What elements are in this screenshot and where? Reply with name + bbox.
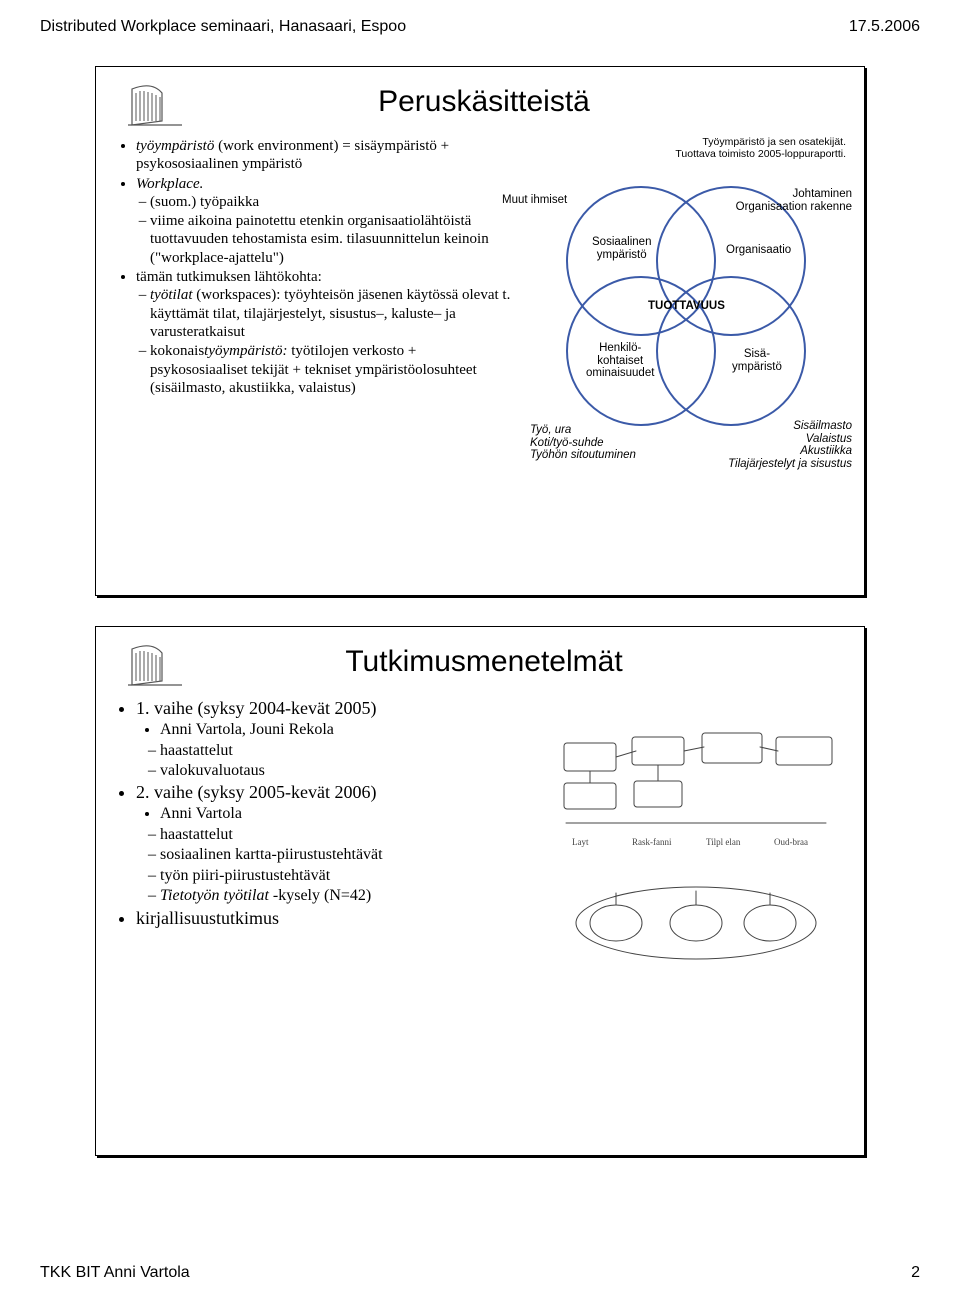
header-left: Distributed Workplace seminaari, Hanasaa… <box>40 18 406 36</box>
txt: sosiaalinen kartta-piirustustehtävät <box>160 845 516 865</box>
label: ominaisuudet <box>586 367 654 379</box>
label: ympäristö <box>597 249 647 261</box>
txt: Anni Vartola <box>160 804 516 824</box>
caption: Tuottava toimisto 2005-loppuraportti. <box>526 149 846 161</box>
footer-left: TKK BIT Anni Vartola <box>40 1264 190 1282</box>
page-footer: TKK BIT Anni Vartola 2 <box>40 1264 920 1282</box>
svg-text:Tilpl elan: Tilpl elan <box>706 837 741 847</box>
txt: työn piiri-piirustustehtävät <box>160 866 516 886</box>
slide2-title: Tutkimusmenetelmät <box>122 645 846 679</box>
txt: Workplace. <box>136 176 203 192</box>
label: ympäristö <box>732 361 782 373</box>
label: Sosiaalinen <box>592 236 651 248</box>
label: Johtaminen <box>793 188 852 200</box>
txt: Anni Vartola, Jouni Rekola <box>160 720 516 740</box>
txt: 1. vaihe (syksy 2004-kevät 2005) <box>136 698 376 718</box>
slide-1: Peruskäsitteistä työympäristö (work envi… <box>95 66 865 596</box>
label: Organisaatio <box>726 244 791 257</box>
txt: työympäristö <box>136 138 214 154</box>
label: Valaistus <box>806 433 852 445</box>
header-right: 17.5.2006 <box>849 18 920 36</box>
slide-2: Tutkimusmenetelmät 1. vaihe (syksy 2004-… <box>95 626 865 1156</box>
txt: haastattelut <box>160 825 516 845</box>
label: Työ, ura <box>530 424 571 436</box>
slide1-title: Peruskäsitteistä <box>122 85 846 119</box>
caption: Työympäristö ja sen osatekijät. <box>526 137 846 149</box>
label: Henkilö- <box>599 342 641 354</box>
txt: tämän tutkimuksen lähtökohta: <box>136 269 322 285</box>
svg-text:Rask-fanni: Rask-fanni <box>632 837 672 847</box>
svg-text:Oud-braa: Oud-braa <box>774 837 808 847</box>
txt: Tietotyön työtilat <box>160 887 269 904</box>
logo-icon <box>122 81 192 129</box>
label: Sisä- <box>744 348 770 360</box>
label: kohtaiset <box>597 355 643 367</box>
label: Sisäilmasto <box>793 420 852 432</box>
label: TUOTTAVUUS <box>648 300 725 313</box>
label: Organisaation rakenne <box>736 201 852 213</box>
txt: (suom.) työpaikka <box>150 193 516 211</box>
label: Työhön sitoutuminen <box>530 449 636 461</box>
txt: kokonais <box>150 343 204 359</box>
txt: viime aikoina painotettu etenkin organis… <box>150 212 516 267</box>
footer-right: 2 <box>911 1264 920 1282</box>
page-header: Distributed Workplace seminaari, Hanasaa… <box>40 18 920 36</box>
label: Akustiikka <box>800 445 852 457</box>
slide2-text: 1. vaihe (syksy 2004-kevät 2005) Anni Va… <box>122 697 516 988</box>
txt: 2. vaihe (syksy 2005-kevät 2006) <box>136 782 376 802</box>
label: Tilajärjestelyt ja sisustus <box>728 458 852 470</box>
venn-diagram: Työympäristö ja sen osatekijät. Tuottava… <box>526 137 846 446</box>
page: Distributed Workplace seminaari, Hanasaa… <box>0 0 960 1296</box>
venn-circle <box>656 276 806 426</box>
txt: (workspaces): työyhteisön jäsenen käytös… <box>150 287 510 340</box>
slide1-body: työympäristö (work environment) = sisäym… <box>122 137 516 446</box>
label: Muut ihmiset <box>502 194 567 207</box>
txt: haastattelut <box>160 741 516 761</box>
txt: kirjallisuustutkimus <box>136 907 516 930</box>
txt: työtilat <box>150 287 193 303</box>
label: Koti/työ-suhde <box>530 437 604 449</box>
hand-sketch: Layt Rask-fanni Tilpl elan Oud-braa <box>546 723 846 988</box>
txt: -kysely (N=42) <box>269 887 371 904</box>
txt: työympäristö: <box>204 343 287 359</box>
logo-icon <box>122 641 192 689</box>
txt: valokuvaluotaus <box>160 761 516 781</box>
svg-text:Layt: Layt <box>572 837 589 847</box>
